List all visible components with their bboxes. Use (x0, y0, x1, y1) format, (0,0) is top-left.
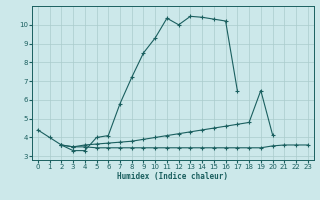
X-axis label: Humidex (Indice chaleur): Humidex (Indice chaleur) (117, 172, 228, 181)
